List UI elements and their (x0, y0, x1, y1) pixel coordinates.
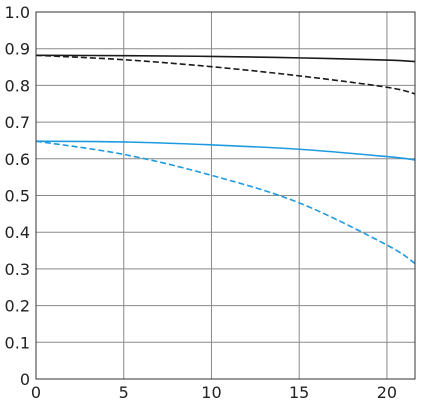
series-line-3 (35, 140, 416, 161)
y-tick-labels: 0 0.1 0.2 0.3 0.4 0.5 0.6 0.7 0.8 0.9 1.0 (5, 3, 30, 389)
series-line-2 (35, 54, 416, 95)
y-tick-label: 0.5 (5, 187, 30, 206)
series-line-1 (35, 54, 416, 63)
y-tick-label: 0 (20, 370, 30, 389)
x-tick-labels: 0 5 10 15 20 (31, 383, 397, 402)
x-tick-label: 20 (377, 383, 397, 402)
y-tick-label: 0.3 (5, 260, 30, 279)
x-tick-label: 0 (31, 383, 41, 402)
x-tick-label: 10 (201, 383, 221, 402)
y-tick-label: 0.8 (5, 76, 30, 95)
y-tick-label: 0.6 (5, 150, 30, 169)
y-tick-label: 0.4 (5, 223, 30, 242)
series-line-4 (35, 140, 416, 265)
x-tick-label: 15 (289, 383, 309, 402)
y-tick-label: 0.2 (5, 297, 30, 316)
y-tick-label: 0.9 (5, 40, 30, 59)
plot-frame (35, 11, 416, 380)
series-lines (35, 54, 416, 265)
y-tick-label: 0.7 (5, 113, 30, 132)
x-tick-label: 5 (119, 383, 129, 402)
y-tick-label: 1.0 (5, 3, 30, 22)
y-tick-label: 0.1 (5, 333, 30, 352)
grid-lines (35, 11, 415, 380)
